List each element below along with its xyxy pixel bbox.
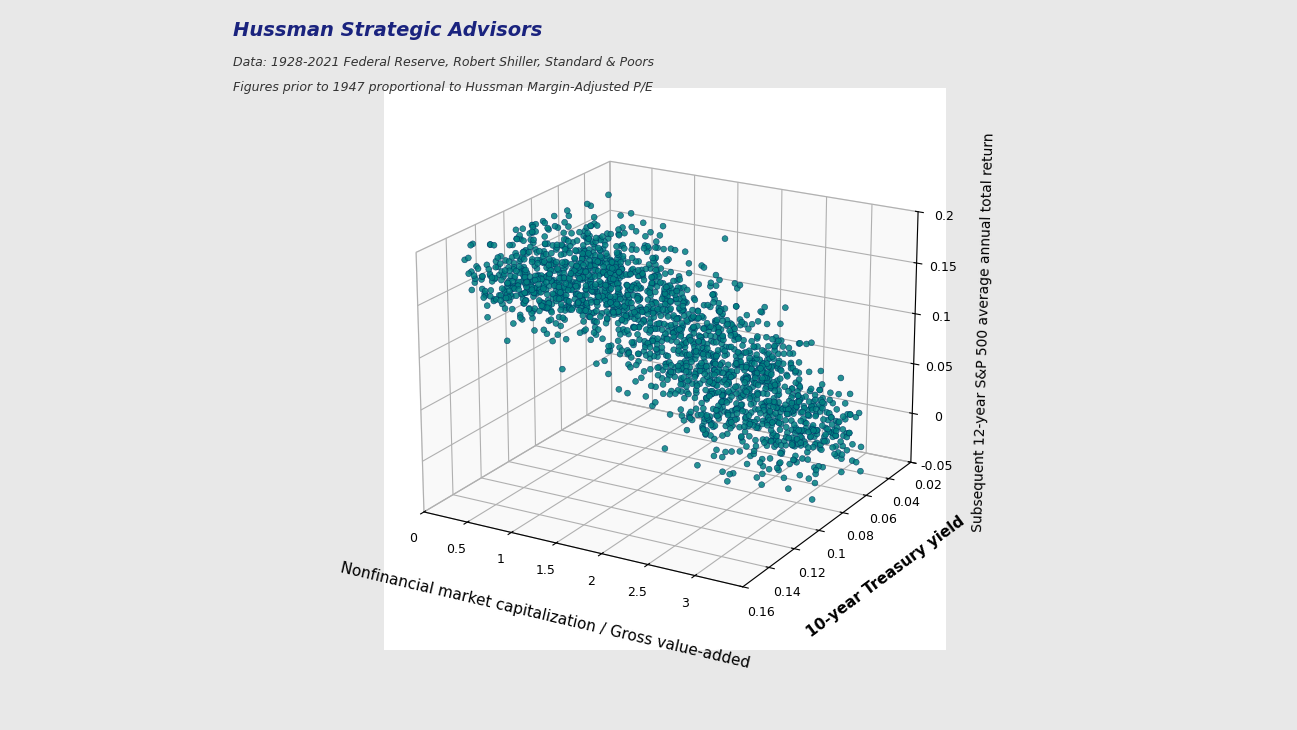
Text: Data: 1928-2021 Federal Reserve, Robert Shiller, Standard & Poors: Data: 1928-2021 Federal Reserve, Robert …	[233, 55, 655, 69]
Y-axis label: 10-year Treasury yield: 10-year Treasury yield	[804, 514, 968, 640]
Text: Figures prior to 1947 proportional to Hussman Margin-Adjusted P/E: Figures prior to 1947 proportional to Hu…	[233, 81, 654, 94]
Text: Hussman Strategic Advisors: Hussman Strategic Advisors	[233, 21, 543, 40]
X-axis label: Nonfinancial market capitalization / Gross value-added: Nonfinancial market capitalization / Gro…	[340, 560, 751, 671]
